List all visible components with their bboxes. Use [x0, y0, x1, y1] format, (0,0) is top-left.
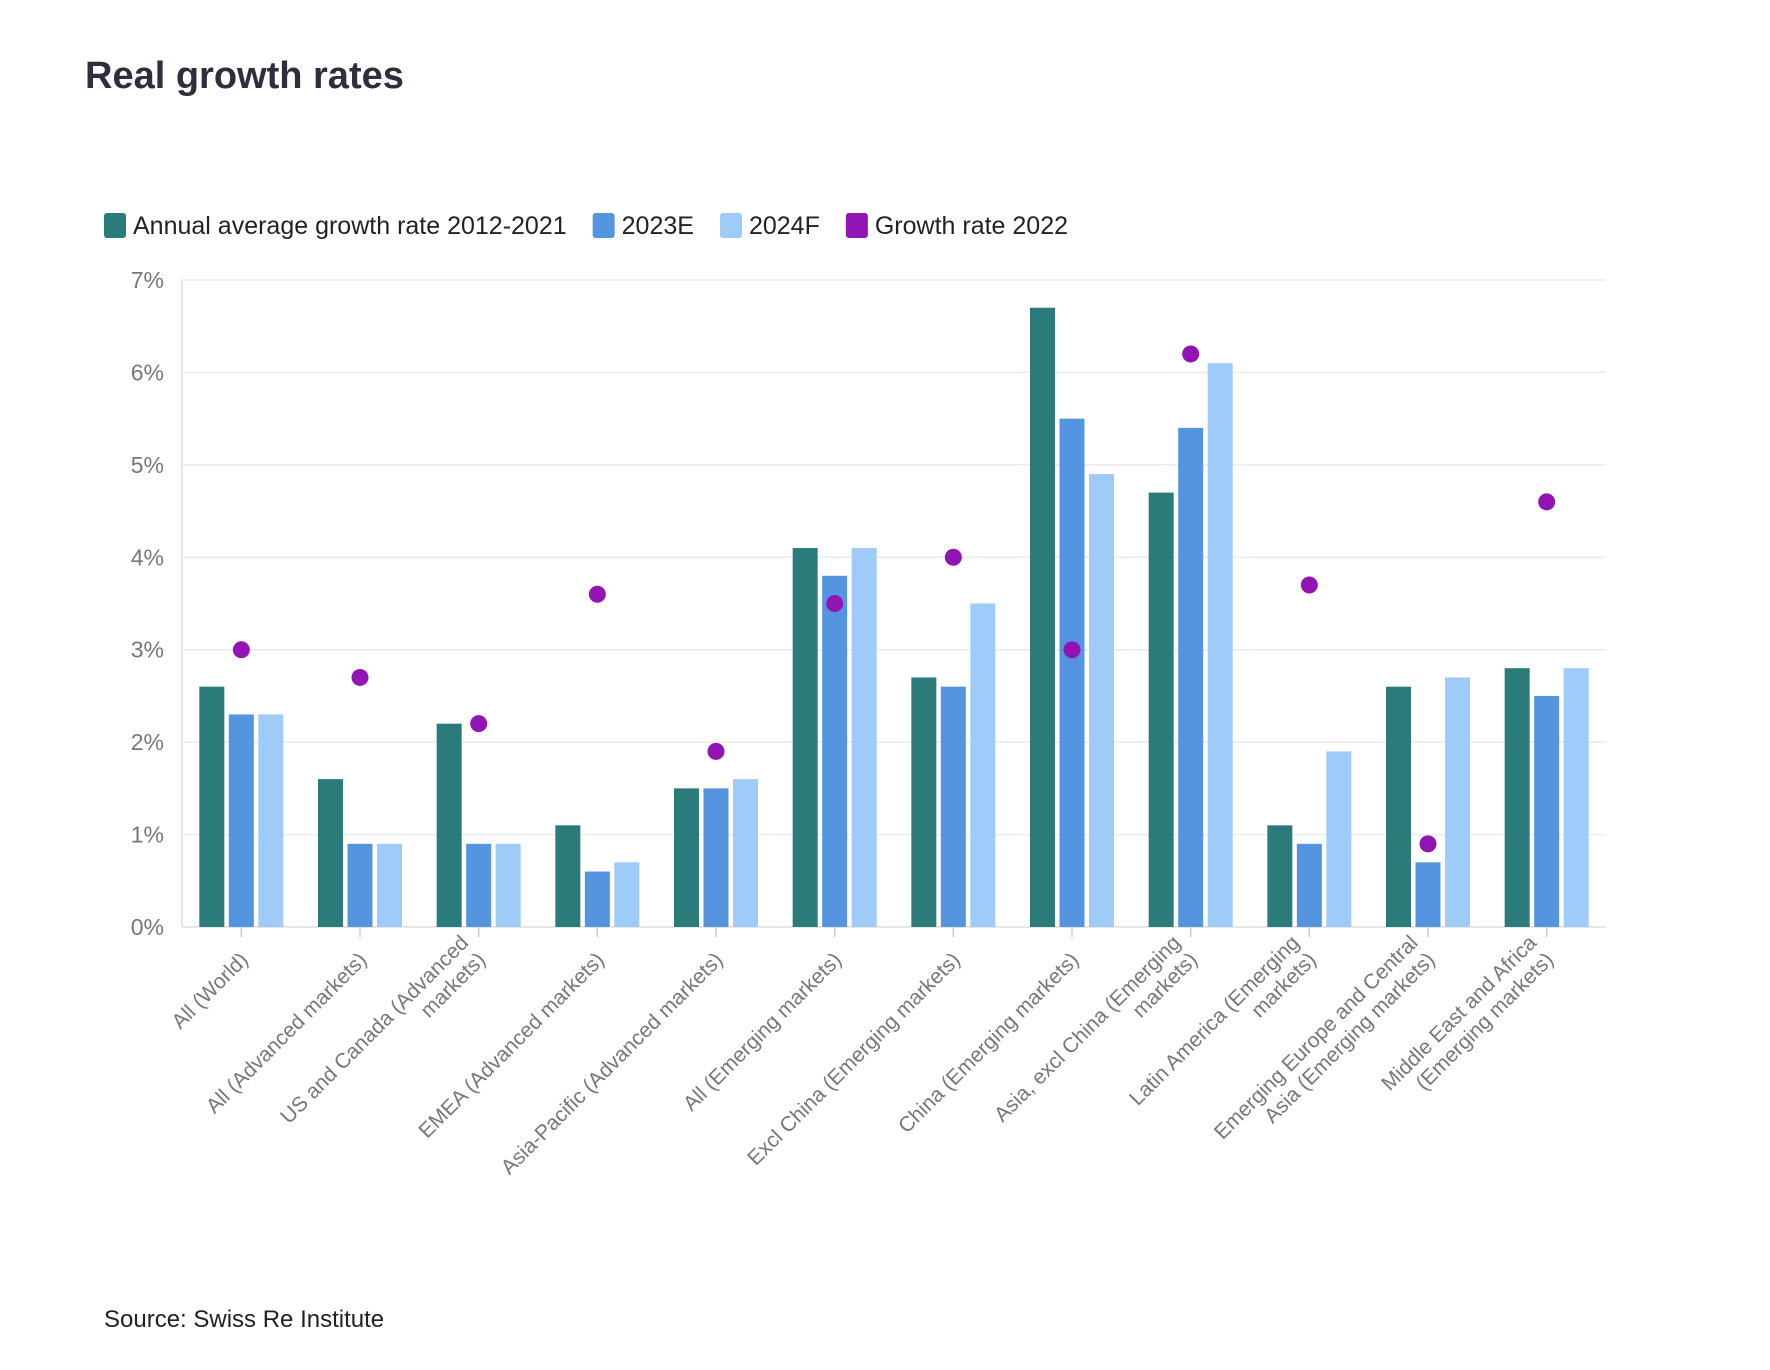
- y-tick-label: 7%: [131, 267, 164, 293]
- bar: [1030, 307, 1055, 927]
- x-tick-label: Emerging Europe and CentralAsia (Emergin…: [1210, 931, 1440, 1161]
- bar: [851, 548, 877, 927]
- bar: [733, 779, 758, 927]
- dot: [1182, 345, 1200, 363]
- bar: [970, 603, 996, 927]
- bar: [1415, 862, 1441, 927]
- bar: [466, 843, 492, 927]
- bar: [1089, 474, 1114, 927]
- bar: [1445, 677, 1470, 927]
- legend-label: Annual average growth rate 2012-2021: [133, 212, 567, 240]
- bar: [1178, 427, 1204, 927]
- legend-label: 2024F: [749, 212, 820, 240]
- y-tick-label: 5%: [131, 452, 164, 478]
- y-tick-label: 3%: [131, 637, 164, 663]
- bar: [911, 677, 937, 927]
- source-note: Source: Swiss Re Institute: [104, 1306, 384, 1333]
- legend-label: 2023E: [622, 212, 694, 240]
- y-tick-label: 0%: [131, 914, 164, 940]
- bar: [199, 686, 225, 927]
- bar: [584, 871, 610, 927]
- bar: [495, 843, 521, 927]
- dot: [470, 715, 488, 733]
- dot: [1538, 493, 1556, 511]
- y-tick-label: 1%: [131, 822, 164, 848]
- bar: [1563, 668, 1589, 927]
- bar: [1326, 751, 1352, 927]
- bar: [792, 548, 818, 927]
- dot: [1419, 835, 1437, 853]
- bar: [1059, 418, 1085, 927]
- bar: [1386, 686, 1411, 927]
- legend-label: Growth rate 2022: [875, 212, 1068, 240]
- y-tick-label: 2%: [131, 729, 164, 755]
- dot: [826, 595, 844, 612]
- x-tick-label: All (World): [168, 948, 253, 1033]
- bar: [940, 686, 966, 927]
- bar: [436, 723, 462, 927]
- legend-swatch: [592, 213, 615, 238]
- y-tick-label: 4%: [131, 544, 164, 570]
- bar: [822, 575, 848, 927]
- legend-swatch: [845, 213, 868, 238]
- chart-title: Real growth rates: [85, 55, 404, 97]
- bar: [377, 843, 402, 927]
- bar: [228, 714, 254, 927]
- bar: [1267, 825, 1293, 927]
- bar: [1296, 843, 1322, 927]
- bar: [258, 714, 284, 927]
- bar: [1534, 695, 1560, 927]
- bar: [1504, 668, 1530, 927]
- legend-swatch: [719, 213, 742, 238]
- dot: [588, 585, 606, 603]
- dot: [944, 548, 962, 566]
- x-tick-label: Asia-Pacific (Advanced markets): [497, 948, 728, 1179]
- bar: [1207, 363, 1233, 928]
- bar: [318, 779, 343, 927]
- dot: [1063, 641, 1081, 659]
- dot: [351, 668, 369, 686]
- legend-swatch: [104, 213, 126, 238]
- bar: [674, 788, 699, 927]
- bar: [347, 843, 373, 927]
- bar: [614, 862, 640, 927]
- bar: [703, 788, 729, 927]
- bar: [1148, 492, 1174, 927]
- x-tick-label: Asia, excl China (Emergingmarkets): [990, 931, 1202, 1143]
- bar: [555, 825, 581, 927]
- x-tick-label: Excl China (Emerging markets): [743, 948, 965, 1170]
- dot: [1300, 576, 1318, 594]
- dot: [232, 641, 250, 659]
- dot: [707, 742, 725, 760]
- y-tick-label: 6%: [131, 359, 164, 385]
